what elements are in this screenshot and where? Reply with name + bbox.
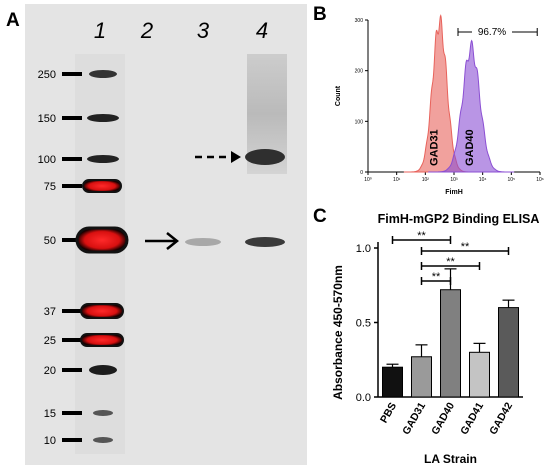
ladder-band-50 [75,226,129,254]
ladder-band-25 [80,333,124,347]
lane-label-3: 3 [197,18,210,43]
elisa-category-label: GAD31 [400,400,428,436]
marker-label-100: 100 [38,154,56,166]
flow-xtick-label: 10⁵ [508,177,516,183]
lane1-shadow [75,54,125,454]
marker-tick-75 [62,184,82,188]
elisa-significance-bracket: ** [391,230,452,244]
marker-tick-10 [62,438,82,442]
marker-label-75: 75 [44,181,56,193]
elisa-bar-chart: FimH-mGP2 Binding ELISA 0.0 0.5 1.0 Absorban… [318,210,548,471]
marker-label-37: 37 [44,306,56,318]
flow-ylabel: Count [335,85,342,106]
marker-tick-100 [62,157,82,161]
flow-ytick-label: 0 [360,170,363,176]
ladder-band-100 [87,155,119,163]
marker-label-10: 10 [44,435,56,447]
flow-ytick-label: 300 [355,18,364,24]
marker-label-25: 25 [44,335,56,347]
flow-series-gad40 [428,39,515,173]
elisa-significance-bracket: ** [420,241,510,255]
flow-ytick-label: 100 [355,119,364,125]
elisa-significance-label: ** [417,230,426,242]
ladder-band-15 [93,410,113,416]
marker-tick-150 [62,116,82,120]
elisa-bar-pbs [382,366,403,398]
marker-label-150: 150 [38,113,56,125]
elisa-ytick-label: 0.0 [356,392,371,404]
western-blot-image: 1 2 3 4 250 150 100 75 50 37 25 20 15 10 [25,4,307,465]
marker-tick-20 [62,368,82,372]
elisa-significance-label: ** [432,271,441,283]
elisa-category-label: GAD42 [487,400,515,436]
flow-series-label-gad40: GAD40 [464,129,476,166]
flow-xtick-label: 10³ [450,177,458,183]
lane-label-2: 2 [140,18,153,43]
marker-tick-37 [62,309,82,313]
elisa-category-label: PBS [378,401,399,426]
panel-label-b: B [313,4,327,25]
elisa-xlabel: LA Strain [424,452,477,466]
flow-xtick-label: 10¹ [393,177,401,183]
lane3-band [185,238,221,246]
marker-tick-25 [62,338,82,342]
elisa-bar-gad41 [469,351,490,398]
elisa-significance-bracket: ** [420,256,481,270]
elisa-title: FimH-mGP2 Binding ELISA [378,212,540,226]
flow-xtick-label: 10⁴ [479,177,487,183]
elisa-significance-bracket: ** [420,271,452,285]
flow-histogram: 0 100 200 300 10⁰ 10¹ 10² 10³ 10⁴ 10⁵ 10⁶ FimH Count… [330,6,546,202]
ladder-band-37 [80,303,124,319]
ladder-band-150 [87,114,119,122]
elisa-ytick-label: 1.0 [356,243,371,255]
elisa-significance-label: ** [446,256,455,268]
dashed-arrow [195,151,241,163]
ladder-band-10 [93,437,113,443]
flow-series-label-gad31: GAD31 [429,129,441,166]
flow-xtick-label: 10² [422,177,430,183]
elisa-bar-gad40 [440,289,461,398]
marker-label-250: 250 [38,69,56,81]
flow-xtick-label: 10⁶ [536,177,544,183]
elisa-ytick-label: 0.5 [356,318,371,330]
marker-label-15: 15 [44,408,56,420]
solid-arrow [145,232,180,250]
ladder-band-20 [89,365,117,375]
flow-xtick-label: 10⁰ [364,177,372,183]
panel-label-a: A [6,10,20,31]
ladder-band-75 [82,179,122,193]
elisa-ylabel: Absorbance 450-570nm [331,265,345,400]
ladder-markers: 250 150 100 75 50 37 25 20 15 10 [38,69,82,447]
marker-label-50: 50 [44,235,56,247]
elisa-category-label: GAD41 [458,400,486,436]
flow-xlabel: FimH [445,189,463,196]
ladder-bands [75,70,129,443]
marker-tick-15 [62,411,82,415]
lane-label-4: 4 [256,18,268,43]
elisa-bar-gad31 [411,356,432,398]
elisa-category-label: GAD40 [429,400,457,436]
elisa-bar-chart-svg: FimH-mGP2 Binding ELISA 0.0 0.5 1.0 Absorban… [331,212,540,466]
panel-label-c: C [313,206,327,227]
flow-gate-label-bg [472,25,512,37]
western-blot: 1 2 3 4 250 150 100 75 50 37 25 20 15 10 [25,4,307,465]
elisa-bar-gad42 [498,307,519,398]
ladder-band-250 [89,70,117,78]
lane4-band-100 [245,149,285,165]
marker-tick-250 [62,72,82,76]
elisa-significance-label: ** [461,241,470,253]
lane-label-1: 1 [94,18,106,43]
flow-gate-label: 96.7% [478,27,506,38]
lane4-band-50 [245,237,285,247]
marker-tick-50 [62,238,82,242]
lane-labels: 1 2 3 4 [94,18,268,43]
marker-label-20: 20 [44,365,56,377]
flow-ytick-label: 200 [355,69,364,75]
flow-histogram-svg: 0 100 200 300 10⁰ 10¹ 10² 10³ 10⁴ 10⁵ 10⁶ FimH Count… [335,14,544,196]
